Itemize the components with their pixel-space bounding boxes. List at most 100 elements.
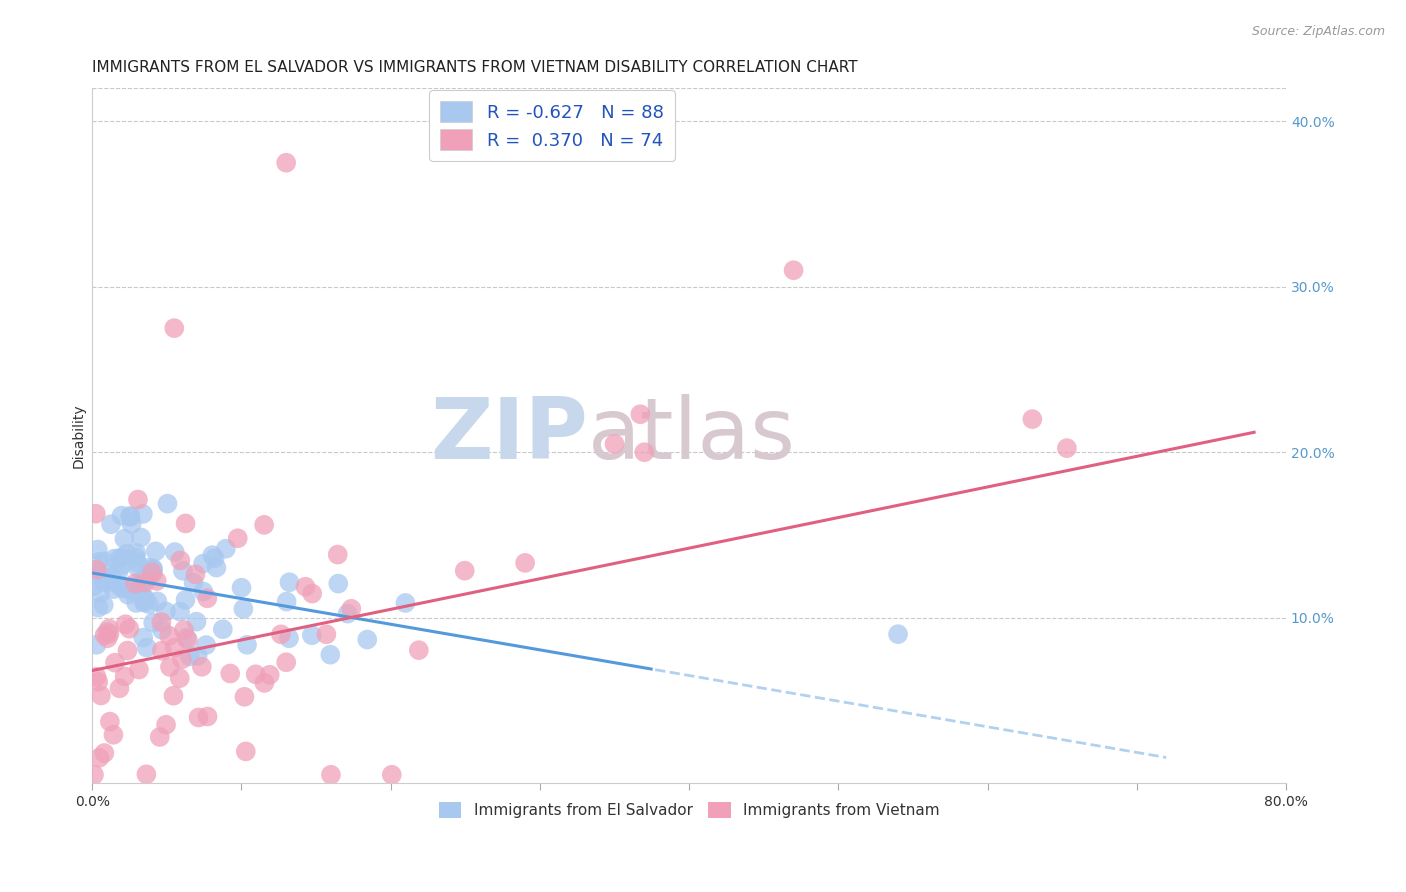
Point — [278, 575, 301, 590]
Point — [513, 556, 536, 570]
Point — [187, 710, 209, 724]
Point — [162, 689, 184, 703]
Point — [454, 564, 477, 578]
Point — [146, 594, 169, 608]
Point — [301, 586, 323, 600]
Y-axis label: Disability: Disability — [72, 403, 86, 468]
Point — [131, 589, 153, 603]
Text: Source: ZipAtlas.com: Source: ZipAtlas.com — [1251, 25, 1385, 38]
Point — [142, 561, 165, 575]
Point — [163, 640, 186, 655]
Point — [184, 567, 207, 582]
Point — [93, 554, 115, 568]
Point — [232, 602, 254, 616]
Point — [120, 510, 142, 524]
Point — [163, 545, 186, 559]
Point — [103, 551, 125, 566]
Point — [131, 574, 153, 588]
Point — [93, 746, 115, 760]
Point — [121, 517, 143, 532]
Point — [87, 542, 110, 557]
Point — [135, 767, 157, 781]
Point — [93, 575, 115, 590]
Point — [170, 652, 193, 666]
Point — [93, 598, 115, 612]
Point — [155, 605, 177, 619]
Point — [86, 563, 108, 577]
Point — [173, 623, 195, 637]
Point — [294, 580, 316, 594]
Point — [138, 597, 160, 611]
Point — [83, 768, 105, 782]
Point — [195, 638, 218, 652]
Point — [142, 566, 165, 580]
Point — [127, 492, 149, 507]
Point — [205, 560, 228, 574]
Point — [89, 586, 111, 600]
Point — [125, 596, 148, 610]
Point — [174, 516, 197, 531]
Point — [179, 649, 201, 664]
Legend: Immigrants from El Salvador, Immigrants from Vietnam: Immigrants from El Salvador, Immigrants … — [433, 796, 946, 824]
Point — [98, 622, 121, 636]
Point — [87, 674, 110, 689]
Point — [191, 660, 214, 674]
Point — [233, 690, 256, 704]
Point — [782, 263, 804, 277]
Point — [111, 582, 134, 596]
Point — [628, 407, 651, 421]
Point — [83, 568, 105, 582]
Point — [603, 437, 626, 451]
Point — [887, 627, 910, 641]
Point — [169, 605, 191, 619]
Point — [186, 615, 208, 629]
Point — [117, 643, 139, 657]
Point — [187, 648, 209, 663]
Point — [174, 593, 197, 607]
Point — [245, 667, 267, 681]
Point — [98, 714, 121, 729]
Point — [253, 517, 276, 532]
Point — [315, 627, 337, 641]
Point — [114, 669, 136, 683]
Point — [96, 631, 118, 645]
Point — [84, 507, 107, 521]
Point — [112, 532, 135, 546]
Point — [1056, 441, 1078, 455]
Point — [103, 582, 125, 596]
Point — [118, 582, 141, 597]
Point — [276, 655, 298, 669]
Point — [253, 676, 276, 690]
Point — [231, 581, 253, 595]
Point — [159, 660, 181, 674]
Point — [134, 575, 156, 590]
Point — [195, 591, 218, 606]
Point — [169, 671, 191, 685]
Point — [129, 531, 152, 545]
Point — [278, 632, 301, 646]
Point — [87, 600, 110, 615]
Point — [96, 625, 118, 640]
Point — [270, 627, 292, 641]
Point — [131, 577, 153, 591]
Point — [127, 556, 149, 570]
Point — [408, 643, 430, 657]
Point — [136, 570, 159, 584]
Point — [90, 689, 112, 703]
Point — [204, 551, 226, 566]
Point — [120, 508, 142, 523]
Point — [394, 596, 416, 610]
Point — [1021, 412, 1043, 426]
Point — [215, 541, 238, 556]
Point — [89, 750, 111, 764]
Point — [125, 550, 148, 565]
Point — [172, 564, 194, 578]
Point — [124, 576, 146, 591]
Point — [156, 497, 179, 511]
Point — [108, 550, 131, 565]
Point — [87, 555, 110, 569]
Point — [111, 558, 134, 572]
Point — [633, 445, 655, 459]
Point — [128, 663, 150, 677]
Point — [219, 666, 242, 681]
